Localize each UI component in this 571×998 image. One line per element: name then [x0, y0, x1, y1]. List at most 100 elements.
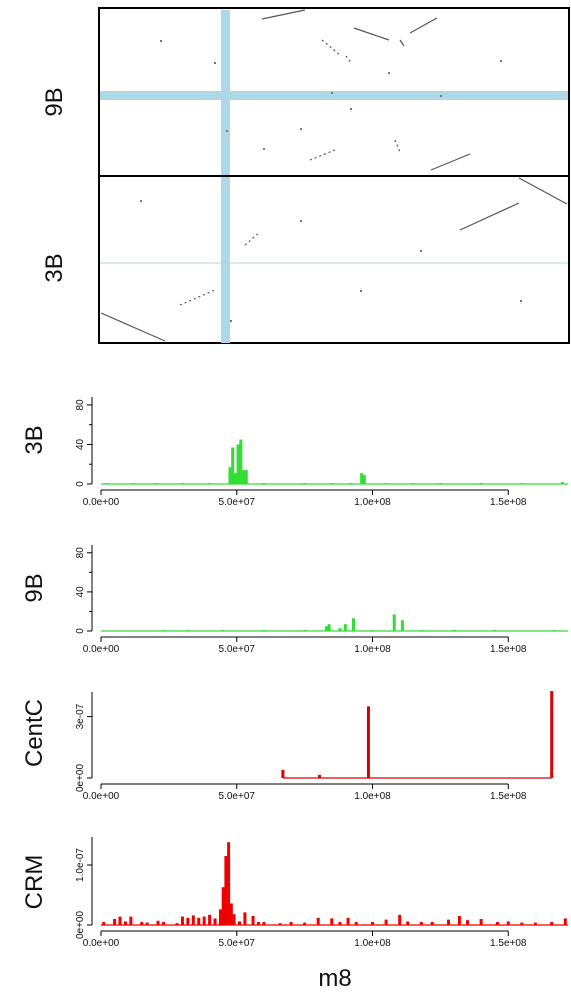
data-bar [239, 439, 243, 484]
dotplot-specks [140, 40, 522, 322]
data-bar [371, 922, 375, 925]
data-bar [384, 483, 388, 485]
data-bar [197, 917, 201, 925]
y-tick-label: 0 [75, 628, 86, 634]
data-bar [262, 483, 266, 485]
data-bar [552, 630, 556, 632]
data-bar [419, 922, 423, 925]
y-tick-label: 0e+00 [75, 764, 86, 793]
data-bar [330, 918, 334, 925]
data-bar [303, 483, 307, 485]
y-axis-title: CRM [21, 855, 48, 910]
track-crm: 0e+00 1.0e-07 CRM 0.0e+00 5.0e+07 1.0e+08 1.5e… [21, 837, 568, 949]
x-tick-label: 5.0e+07 [219, 644, 256, 655]
data-bar [180, 916, 184, 925]
x-tick-label: 0.0e+00 [83, 497, 120, 508]
data-bar [452, 630, 456, 632]
data-bar [262, 922, 266, 925]
data-bar [218, 909, 222, 925]
track-panels: 0 40 80 3B 0.0e+00 5.0e+07 1.0e+08 1.5e+08 0 40 80… [21, 397, 568, 949]
data-bar [327, 624, 331, 631]
alignment-trace [394, 139, 401, 153]
x-tick-label: 0.0e+00 [83, 938, 120, 949]
data-bar [318, 774, 322, 778]
data-bar [104, 483, 108, 485]
data-bar [479, 483, 483, 485]
alignment-trace [409, 17, 438, 34]
data-bar [132, 483, 136, 485]
data-bar [140, 922, 144, 925]
data-bar [289, 922, 293, 925]
data-bar [561, 482, 565, 484]
data-bar [175, 923, 179, 925]
dotplot-highlight-horizontal [100, 91, 568, 100]
data-bar [338, 628, 342, 631]
data-bar [243, 912, 247, 925]
data-bar [191, 915, 195, 925]
data-bar [520, 922, 524, 925]
alignment-trace [261, 9, 306, 20]
data-bar [360, 473, 364, 484]
data-bar [343, 624, 347, 631]
data-bar [550, 922, 554, 925]
data-bar [213, 918, 217, 925]
data-bar [262, 630, 266, 632]
data-bar [118, 916, 122, 925]
x-tick-label: 1.5e+08 [490, 497, 527, 508]
data-bar [406, 921, 410, 925]
data-bar [438, 483, 442, 485]
y-tick-label: 0e+00 [75, 911, 86, 940]
x-tick-label: 0.0e+00 [83, 791, 120, 802]
data-bar [520, 483, 524, 485]
data-bar [161, 922, 165, 925]
x-tick-label: 1.5e+08 [490, 644, 527, 655]
data-bar [242, 470, 246, 484]
x-tick-label: 5.0e+07 [219, 497, 256, 508]
data-bar [180, 483, 184, 485]
data-bar [145, 922, 149, 925]
alignment-trace [321, 39, 341, 56]
data-bar [346, 917, 350, 925]
y-tick-label: 40 [75, 438, 86, 450]
data-bar [256, 922, 260, 925]
data-bar [493, 630, 497, 632]
y-tick-label: 80 [75, 399, 86, 411]
data-bar [366, 706, 370, 778]
data-bar [278, 923, 282, 925]
alignment-trace [353, 27, 390, 41]
data-bar [221, 887, 225, 925]
data-bar [231, 447, 235, 484]
data-bar [466, 920, 470, 925]
data-bar [232, 914, 236, 925]
data-bar [495, 922, 499, 925]
x-axis-title: m8 [318, 965, 351, 992]
y-axis-title: 3B [21, 425, 48, 454]
data-bar [186, 917, 190, 925]
data-bar [303, 630, 307, 632]
data-bar [221, 630, 225, 632]
x-tick-label: 5.0e+07 [219, 791, 256, 802]
x-tick-label: 1.0e+08 [354, 497, 391, 508]
data-bar [186, 630, 190, 632]
data-bar [550, 691, 554, 778]
alignment-trace [430, 153, 471, 171]
dotplot-alignments [100, 9, 568, 342]
data-bar [354, 922, 358, 925]
y-tick-label: 1.0e-07 [75, 848, 86, 882]
data-bar [229, 903, 233, 925]
data-bar [479, 919, 483, 925]
data-bar [563, 918, 567, 925]
alignment-trace [179, 289, 216, 306]
x-tick-label: 1.0e+08 [354, 791, 391, 802]
alignment-trace [100, 312, 166, 342]
data-bar [202, 916, 206, 925]
alignment-trace [345, 55, 353, 65]
data-bar [102, 922, 106, 925]
data-bar [362, 475, 366, 484]
dotplot-row-label-3b: 3B [41, 253, 68, 282]
x-tick-label: 1.5e+08 [490, 791, 527, 802]
data-bar [113, 919, 117, 925]
data-bar [392, 614, 396, 631]
y-tick-label: 0 [75, 481, 86, 487]
data-bar [316, 917, 320, 925]
